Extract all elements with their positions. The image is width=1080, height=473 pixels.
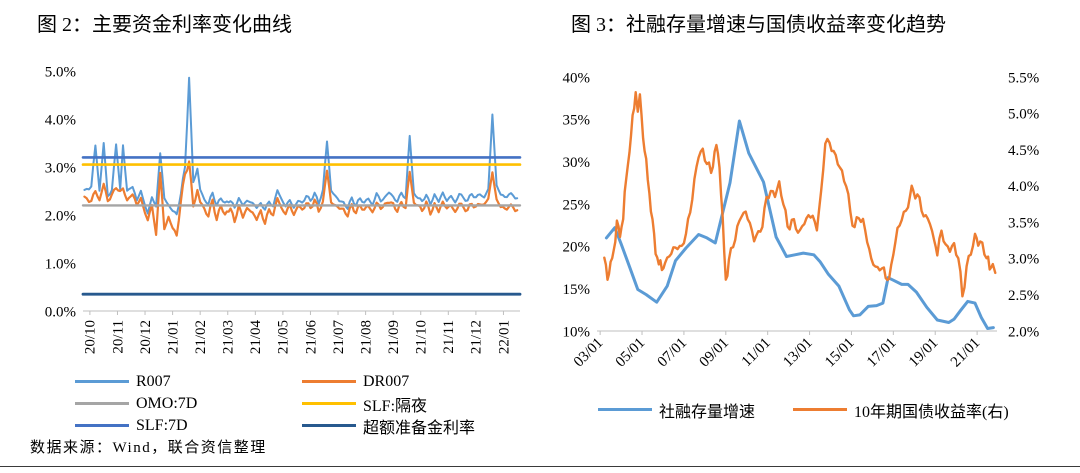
legend-line-swatch bbox=[598, 408, 652, 411]
x-tick-label: 19/01 bbox=[906, 335, 941, 370]
y-tick-label: 20% bbox=[563, 240, 591, 256]
y-tick-label: 2.0% bbox=[45, 208, 76, 224]
figure-2-legend: R007 DR007 OMO:7D SLF:隔夜 SLF:7D 超额准备金利率 bbox=[75, 372, 540, 437]
legend-line-swatch bbox=[75, 424, 129, 427]
legend-item: 社融存量增速 bbox=[598, 400, 756, 421]
legend-label: SLF:隔夜 bbox=[363, 397, 428, 415]
y-tick-label: 5.5% bbox=[1008, 70, 1039, 86]
y-tick-label: 40% bbox=[563, 70, 591, 86]
x-tick-label: 21/03 bbox=[221, 320, 237, 354]
x-tick-label: 22/01 bbox=[496, 320, 512, 354]
x-tick-label: 21/12 bbox=[469, 320, 485, 354]
legend-line-swatch bbox=[75, 380, 129, 383]
figure-3-title: 图 3：社融存量增速与国债收益率变化趋势 bbox=[571, 14, 946, 36]
legend-label: 社融存量增速 bbox=[659, 403, 756, 421]
figure-3-legend: 社融存量增速 10年期国债收益率(右) bbox=[598, 400, 1080, 421]
x-tick-label: 21/06 bbox=[303, 320, 319, 355]
y-tick-label: 10% bbox=[563, 324, 591, 340]
x-tick-label: 15/01 bbox=[822, 335, 857, 370]
x-tick-label: 21/09 bbox=[386, 320, 402, 354]
y-tick-label: 5.0% bbox=[45, 64, 76, 80]
y-tick-label: 2.5% bbox=[1008, 288, 1039, 304]
x-tick-label: 09/01 bbox=[697, 335, 732, 370]
x-tick-label: 21/08 bbox=[358, 320, 374, 354]
y-tick-label: 2.0% bbox=[1008, 324, 1039, 340]
x-axis: 03/01 05/01 07/01 09/01 11/01 13/01 15/01 17/01… bbox=[571, 330, 997, 370]
legend-item: SLF:隔夜 bbox=[302, 394, 540, 415]
tsf-yield-line-chart: 03/01 05/01 07/01 09/01 11/01 13/01 15/01 17/01… bbox=[563, 70, 1040, 370]
y-tick-label: 3.0% bbox=[1008, 252, 1039, 268]
y-tick-label: 1.0% bbox=[45, 256, 76, 272]
y-tick-label: 0.0% bbox=[45, 304, 76, 320]
figure-3-tsf-vs-yield: 图 3：社融存量增速与国债收益率变化趋势 03/01 05/01 07/01 09/0… bbox=[540, 0, 1080, 421]
y-tick-label: 3.5% bbox=[1008, 215, 1039, 231]
x-tick-label: 07/01 bbox=[655, 335, 690, 370]
legend-label: SLF:7D bbox=[136, 416, 188, 434]
x-tick-label: 21/01 bbox=[165, 320, 181, 354]
x-axis: 20/10 20/11 20/12 21/01 21/02 21/03 21/04 21/05… bbox=[83, 310, 520, 355]
x-tick-label: 21/04 bbox=[248, 320, 264, 355]
legend-label: 超额准备金利率 bbox=[363, 419, 476, 437]
y-tick-label: 3.0% bbox=[45, 160, 76, 176]
x-tick-label: 21/05 bbox=[276, 320, 292, 354]
y-tick-label: 4.5% bbox=[1008, 143, 1039, 159]
legend-label: OMO:7D bbox=[136, 394, 198, 412]
legend-item: 10年期国债收益率(右) bbox=[793, 400, 1009, 421]
x-tick-label: 20/11 bbox=[110, 320, 126, 354]
x-tick-label: 17/01 bbox=[864, 335, 899, 370]
x-tick-label: 21/07 bbox=[331, 320, 347, 355]
y-tick-label: 25% bbox=[563, 197, 591, 213]
legend-item: DR007 bbox=[302, 372, 540, 391]
legend-line-swatch bbox=[302, 380, 356, 383]
legend-item: OMO:7D bbox=[75, 394, 302, 413]
figure-2-title: 图 2：主要资金利率变化曲线 bbox=[37, 14, 292, 36]
x-tick-label: 21/02 bbox=[193, 320, 209, 354]
legend-line-swatch bbox=[302, 424, 356, 427]
legend-label: 10年期国债收益率(右) bbox=[854, 403, 1009, 421]
y-tick-label: 35% bbox=[563, 113, 591, 129]
x-tick-label: 05/01 bbox=[613, 335, 648, 370]
legend-item: R007 bbox=[75, 372, 302, 391]
series-cgb-10y-yield bbox=[603, 91, 997, 298]
x-tick-label: 20/10 bbox=[83, 320, 99, 354]
y-tick-label: 30% bbox=[563, 155, 591, 171]
funding-rates-line-chart: 20/10 20/11 20/12 21/01 21/02 21/03 21/04 21/05… bbox=[45, 64, 522, 355]
x-tick-label: 13/01 bbox=[780, 335, 815, 370]
y-tick-label: 5.0% bbox=[1008, 107, 1039, 123]
x-tick-label: 21/01 bbox=[948, 335, 983, 370]
x-tick-label: 11/01 bbox=[739, 335, 774, 370]
y-axis-left: 0.0% 1.0% 2.0% 3.0% 4.0% 5.0% bbox=[45, 64, 76, 320]
x-tick-label: 20/12 bbox=[138, 320, 154, 354]
legend-line-swatch bbox=[75, 402, 129, 405]
legend-line-swatch bbox=[793, 408, 848, 411]
y-axis-left: 10% 15% 20% 25% 30% 35% 40% bbox=[563, 70, 591, 340]
x-tick-label: 21/10 bbox=[414, 320, 430, 354]
figure-2-funding-rates: 图 2：主要资金利率变化曲线 20/10 20/11 20/12 21/01 21/02… bbox=[0, 0, 540, 437]
bottom-divider bbox=[0, 466, 1080, 467]
y-tick-label: 15% bbox=[563, 282, 591, 298]
y-axis-right: 2.0% 2.5% 3.0% 3.5% 4.0% 4.5% 5.0% 5.5% bbox=[1008, 70, 1039, 340]
series-r007 bbox=[83, 76, 519, 216]
x-tick-label: 21/11 bbox=[441, 320, 457, 354]
y-tick-label: 4.0% bbox=[45, 112, 76, 128]
series-tsf-stock-growth bbox=[604, 119, 995, 330]
data-source-note: 数据来源：Wind，联合资信整理 bbox=[30, 440, 267, 456]
legend-label: R007 bbox=[136, 372, 171, 390]
legend-label: DR007 bbox=[363, 372, 410, 390]
legend-item: SLF:7D bbox=[75, 416, 302, 435]
legend-line-swatch bbox=[302, 402, 356, 405]
y-tick-label: 4.0% bbox=[1008, 179, 1039, 195]
legend-item: 超额准备金利率 bbox=[302, 416, 540, 437]
